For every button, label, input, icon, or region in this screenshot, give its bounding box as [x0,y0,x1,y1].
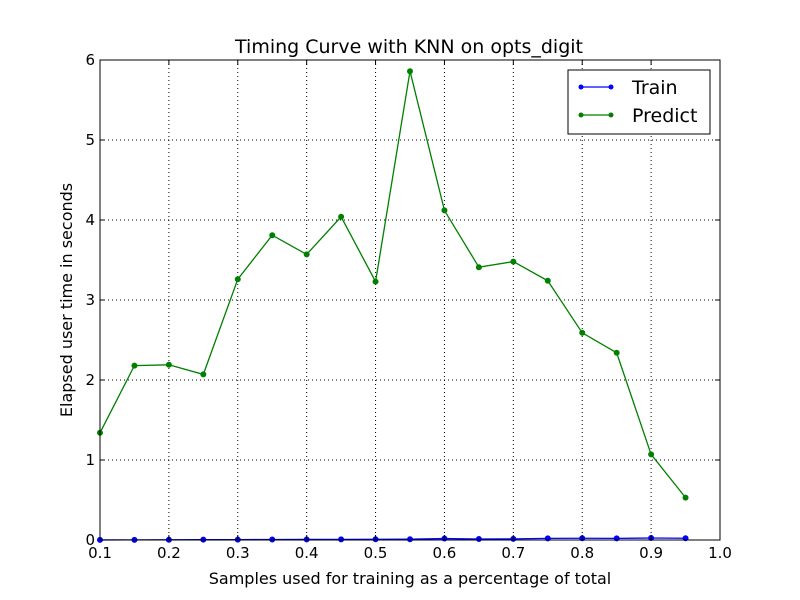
y-tick-label: 5 [85,131,95,149]
predict-data-point [269,232,276,239]
x-tick-label: 0.7 [501,544,525,562]
legend-predict-marker [608,112,614,118]
predict-data-point [579,329,586,336]
x-tick-label: 0.3 [226,544,250,562]
predict-data-point [338,213,345,220]
predict-data-point [407,68,413,75]
train-data-point [407,536,413,543]
legend-train-label: Train [631,77,678,99]
train-data-point [338,536,345,543]
x-tick-label: 0.8 [570,544,594,562]
y-tick-label: 4 [85,211,95,229]
legend-train-marker [578,84,584,90]
train-data-point [682,535,689,542]
predict-data-point [303,251,310,258]
predict-series-line [99,71,687,499]
legend-train-marker [608,84,614,90]
train-data-point [475,536,482,543]
legend-box [567,69,711,135]
y-tick-label: 6 [85,51,95,69]
predict-data-point [613,349,620,356]
legend: Train Predict [567,69,711,135]
chart-title: Timing Curve with KNN on opts_digit [234,36,583,58]
predict-data-point [372,278,379,285]
predict-data-point [131,362,138,369]
legend-predict-label: Predict [632,105,697,127]
y-tick-label: 3 [85,291,95,309]
legend-predict-marker [578,112,584,118]
predict-data-point [510,258,517,265]
predict-data-point [441,207,448,214]
axis-ticks [99,59,721,541]
axis-tick-labels: 0.1 0.2 0.3 0.4 0.5 0.6 0.7 0.8 0.9 1.0 0 1 2 3 4 5 6 [85,51,731,562]
predict-data-point [200,371,207,378]
x-tick-label: 0.6 [433,544,457,562]
predict-data-point [682,494,689,501]
x-tick-label: 1.0 [708,544,732,562]
x-tick-label: 0.1 [88,544,112,562]
predict-data-point [475,264,482,271]
x-tick-label: 0.2 [157,544,181,562]
y-axis-label: Elapsed user time in seconds [57,183,76,417]
predict-data-point [648,451,655,458]
y-tick-label: 1 [85,451,95,469]
y-tick-label: 0 [85,531,95,549]
x-axis-label: Samples used for training as a percentag… [209,569,612,588]
predict-data-point [165,361,172,368]
x-tick-label: 0.4 [295,544,319,562]
predict-data-point [544,277,551,284]
predict-data-point [234,276,241,283]
y-tick-label: 2 [85,371,95,389]
grid [100,60,720,540]
x-tick-label: 0.5 [364,544,388,562]
x-tick-label: 0.9 [639,544,663,562]
